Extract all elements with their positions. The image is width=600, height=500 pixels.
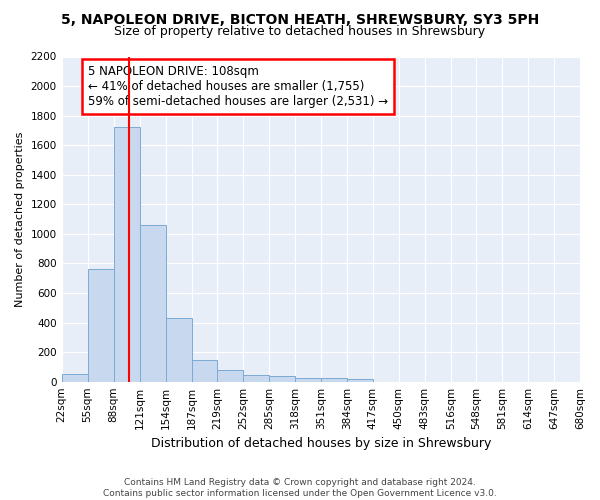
Bar <box>217 370 243 382</box>
Bar <box>88 270 113 382</box>
Y-axis label: Number of detached properties: Number of detached properties <box>15 132 25 307</box>
Text: 5, NAPOLEON DRIVE, BICTON HEATH, SHREWSBURY, SY3 5PH: 5, NAPOLEON DRIVE, BICTON HEATH, SHREWSB… <box>61 12 539 26</box>
Text: 5 NAPOLEON DRIVE: 108sqm
← 41% of detached houses are smaller (1,755)
59% of sem: 5 NAPOLEON DRIVE: 108sqm ← 41% of detach… <box>88 64 388 108</box>
Bar <box>62 374 88 382</box>
Bar <box>191 360 217 382</box>
Bar <box>140 225 166 382</box>
Text: Size of property relative to detached houses in Shrewsbury: Size of property relative to detached ho… <box>115 25 485 38</box>
Bar <box>243 374 269 382</box>
Bar <box>295 378 321 382</box>
Bar <box>269 376 295 382</box>
Bar <box>166 318 191 382</box>
Bar <box>347 379 373 382</box>
Text: Contains HM Land Registry data © Crown copyright and database right 2024.
Contai: Contains HM Land Registry data © Crown c… <box>103 478 497 498</box>
Bar <box>113 126 140 382</box>
Bar <box>321 378 347 382</box>
X-axis label: Distribution of detached houses by size in Shrewsbury: Distribution of detached houses by size … <box>151 437 491 450</box>
